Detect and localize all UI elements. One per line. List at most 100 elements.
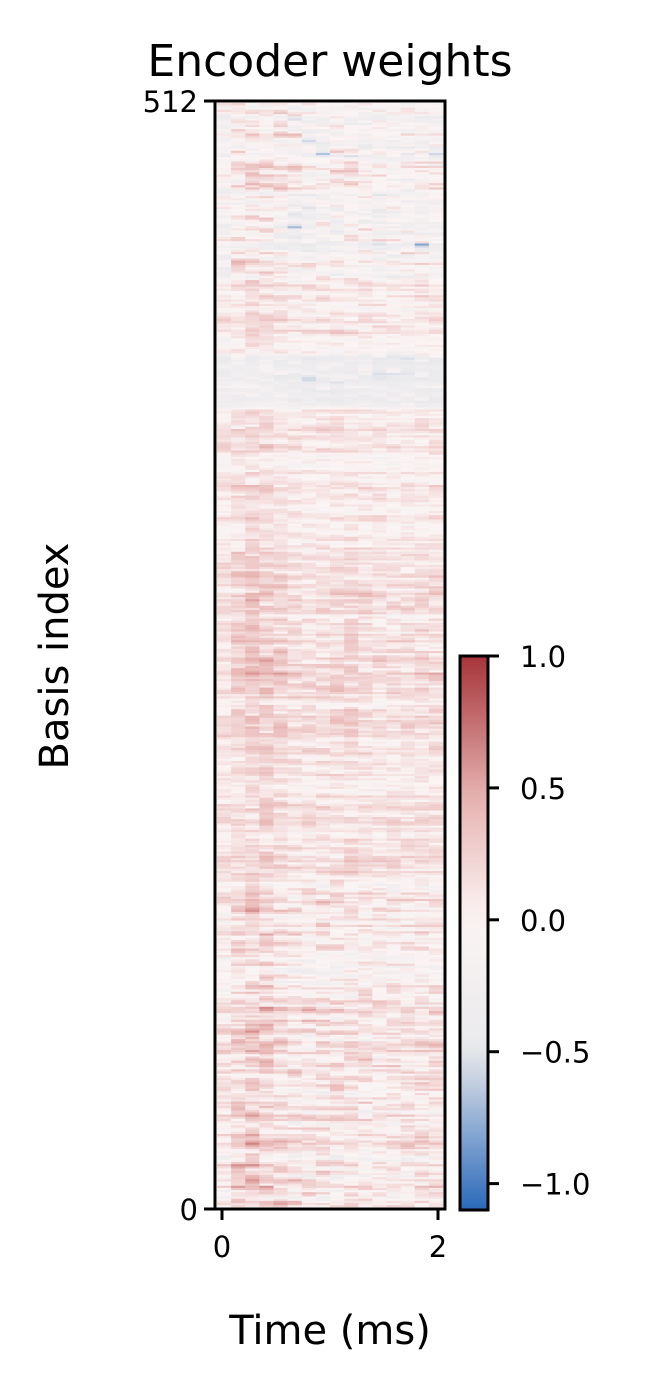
- heatmap-cell: [231, 838, 246, 841]
- heatmap-cell: [358, 1088, 373, 1091]
- heatmap-cell: [231, 1109, 246, 1113]
- heatmap-cell: [273, 1140, 288, 1143]
- heatmap-cell: [386, 764, 401, 768]
- heatmap-cell: [386, 655, 401, 658]
- heatmap-cell: [414, 1002, 430, 1005]
- heatmap-cell: [330, 624, 345, 628]
- heatmap-cell: [330, 993, 345, 996]
- heatmap-cell: [287, 915, 303, 919]
- heatmap-cell: [287, 702, 303, 705]
- heatmap-cell: [217, 1060, 232, 1063]
- heatmap-cell: [386, 717, 401, 720]
- heatmap-cell: [301, 1064, 317, 1068]
- heatmap-cell: [273, 1189, 288, 1193]
- heatmap-cell: [287, 607, 303, 611]
- heatmap-cell: [315, 717, 331, 720]
- heatmap-cell: [428, 1006, 444, 1009]
- heatmap-cell: [414, 547, 430, 550]
- heatmap-cell: [301, 756, 317, 759]
- heatmap-cell: [386, 1071, 401, 1074]
- heatmap-cell: [301, 915, 317, 919]
- heatmap-cell: [386, 1194, 401, 1197]
- heatmap-cell: [400, 655, 416, 658]
- heatmap-cell: [330, 937, 345, 940]
- heatmap-cell: [231, 691, 246, 695]
- heatmap-cell: [400, 879, 416, 882]
- heatmap-cell: [301, 1194, 317, 1197]
- heatmap-cell: [372, 639, 387, 643]
- heatmap-cell: [386, 557, 401, 561]
- heatmap-cell: [259, 1159, 274, 1163]
- heatmap-cell: [315, 1157, 331, 1160]
- heatmap-cell: [414, 1112, 430, 1115]
- heatmap-cell: [217, 620, 232, 623]
- heatmap-cell: [344, 739, 359, 742]
- heatmap-cell: [301, 1114, 317, 1117]
- heatmap-cell: [330, 948, 345, 951]
- heatmap-cell: [400, 616, 416, 619]
- heatmap-cell: [301, 1157, 317, 1160]
- heatmap-cell: [400, 1157, 416, 1160]
- heatmap-cell: [428, 704, 444, 708]
- heatmap-cell: [386, 730, 401, 733]
- heatmap-cell: [344, 1109, 359, 1113]
- heatmap-cell: [231, 626, 246, 630]
- heatmap-cell: [330, 795, 345, 798]
- heatmap-cell: [344, 1084, 359, 1087]
- heatmap-cell: [414, 704, 430, 708]
- heatmap-cell: [217, 1017, 232, 1020]
- heatmap-cell: [301, 840, 317, 843]
- heatmap-cell: [400, 752, 416, 755]
- heatmap-cell: [330, 898, 345, 902]
- heatmap-cell: [428, 959, 444, 962]
- heatmap-cell: [344, 777, 359, 781]
- heatmap-cell: [358, 1138, 373, 1141]
- heatmap-cell: [400, 866, 416, 869]
- heatmap-cell: [245, 715, 260, 718]
- heatmap-cell: [273, 1084, 288, 1087]
- heatmap-cell: [372, 1032, 387, 1035]
- heatmap-cell: [344, 1030, 359, 1033]
- heatmap-cell: [217, 680, 232, 684]
- heatmap-cell: [330, 924, 345, 927]
- heatmap-cell: [315, 540, 331, 544]
- heatmap-cell: [386, 1021, 401, 1025]
- heatmap-cell: [344, 937, 359, 940]
- heatmap-cell: [330, 695, 345, 699]
- heatmap-cell: [358, 1172, 373, 1175]
- heatmap-cell: [245, 1071, 260, 1074]
- heatmap-cell: [428, 730, 444, 733]
- heatmap-cell: [315, 743, 331, 746]
- heatmap-cell: [344, 732, 359, 736]
- heatmap-cell: [358, 775, 373, 779]
- heatmap-cell: [273, 1053, 288, 1057]
- heatmap-cell: [358, 1194, 373, 1197]
- heatmap-cell: [287, 1073, 303, 1076]
- heatmap-cell: [428, 1174, 444, 1178]
- heatmap-cell: [400, 1131, 416, 1134]
- heatmap-cell: [400, 928, 416, 932]
- heatmap-cell: [315, 1161, 331, 1165]
- heatmap-cell: [344, 693, 359, 697]
- heatmap-cell: [287, 1097, 303, 1100]
- heatmap-cell: [344, 928, 359, 932]
- heatmap-cell: [217, 1114, 232, 1117]
- heatmap-cell: [386, 1155, 401, 1158]
- heatmap-cell: [330, 678, 345, 682]
- heatmap-cell: [273, 622, 288, 626]
- heatmap-cell: [400, 573, 416, 576]
- heatmap-cell: [330, 1116, 345, 1119]
- heatmap-cell: [358, 633, 373, 636]
- heatmap-cell: [330, 842, 345, 846]
- heatmap-cell: [245, 665, 260, 669]
- heatmap-cell: [330, 1028, 345, 1031]
- heatmap-cell: [386, 773, 401, 777]
- heatmap-cell: [386, 784, 401, 787]
- heatmap-cell: [330, 1021, 345, 1025]
- heatmap-cell: [358, 1187, 373, 1191]
- heatmap-cell: [273, 557, 288, 561]
- heatmap-cell: [287, 1062, 303, 1065]
- heatmap-cell: [358, 851, 373, 854]
- heatmap-cell: [231, 562, 246, 565]
- heatmap-cell: [315, 1094, 331, 1098]
